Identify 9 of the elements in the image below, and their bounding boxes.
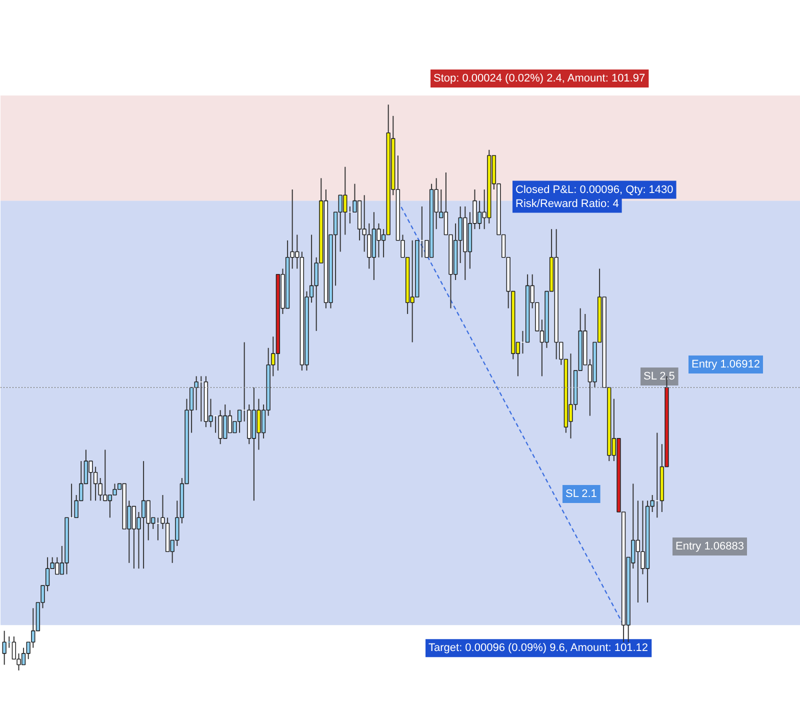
annotation: Target: 0.00096 (0.09%) 9.6, Amount: 101.12 [428,642,648,654]
annotation: Stop: 0.00024 (0.02%) 2.4, Amount: 101.97 [434,72,646,85]
annotation: Risk/Reward Ratio: 4 [516,198,619,210]
candlestick [194,376,198,411]
ref-line-label: Entry 1.06912 [692,358,760,371]
text: Entry 1.06883 [676,540,744,552]
annotation: SL 2.1 [566,488,597,500]
annotation: Closed P&L: 0.00096, Qty: 1430 [516,184,674,196]
annotation: SL 2.5 [644,370,675,383]
